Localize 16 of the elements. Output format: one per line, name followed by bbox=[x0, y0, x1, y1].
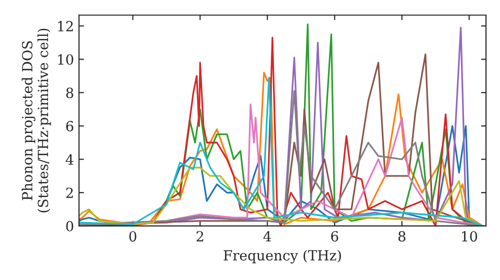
y-tick-label: 8 bbox=[66, 88, 74, 98]
x-tick-label: 0 bbox=[129, 231, 136, 242]
y-tick-label: 4 bbox=[66, 154, 74, 165]
x-tick-label: 10 bbox=[462, 231, 478, 242]
x-tick-label: 2 bbox=[196, 231, 204, 242]
x-tick-label: 6 bbox=[331, 231, 338, 242]
x-tick-label: 8 bbox=[398, 231, 406, 242]
y-axis-title: Phonon projected DOS (States/THz·primitive cell) bbox=[22, 28, 51, 212]
x-tick-label: 4 bbox=[263, 231, 272, 242]
y-tick-label: 10 bbox=[58, 54, 74, 65]
y-tick-label: 0 bbox=[66, 220, 74, 232]
y-tick-label: 12 bbox=[58, 20, 73, 32]
x-axis-title: Frequency (THz) bbox=[224, 250, 341, 264]
y-tick-label: 6 bbox=[66, 120, 74, 132]
line-series bbox=[79, 166, 484, 226]
y-tick-label: 2 bbox=[66, 188, 73, 198]
